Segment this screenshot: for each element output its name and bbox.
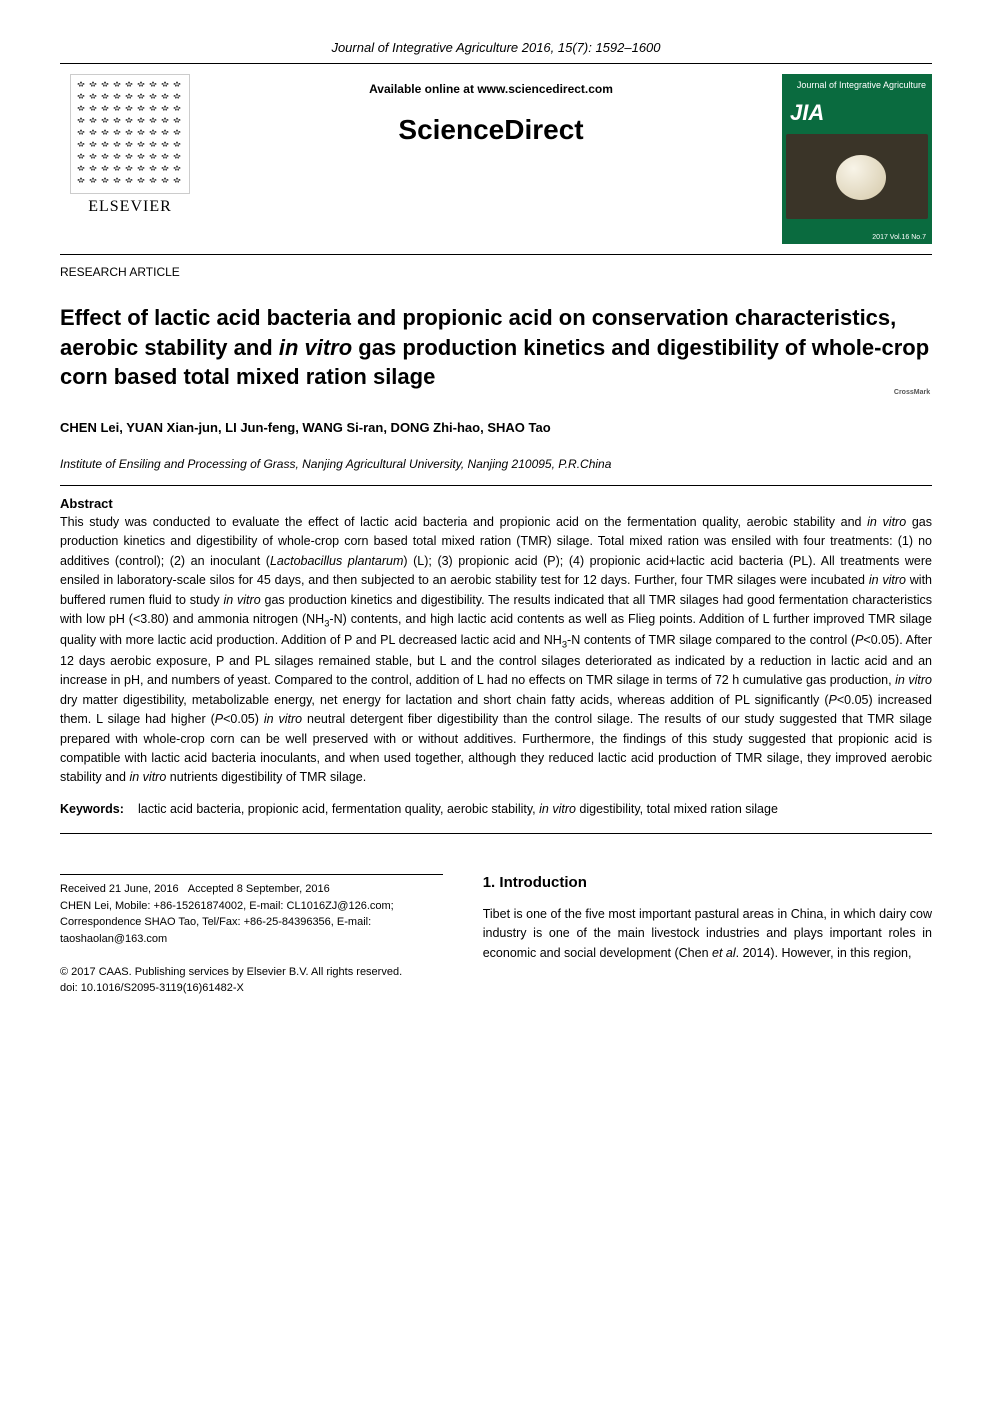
available-online-text: Available online at www.sciencedirect.co… [220, 82, 762, 96]
crossmark-label: CrossMark [894, 389, 930, 396]
article-title-text: Effect of lactic acid bacteria and propi… [60, 305, 929, 389]
jia-cover-header: Journal of Integrative Agriculture [782, 74, 932, 96]
elsevier-tree-logo [70, 74, 190, 194]
divider-before-abstract [60, 485, 932, 486]
jia-cover-thumbnail: Journal of Integrative Agriculture JIA 2… [782, 74, 932, 244]
jia-footer-right: 2017 Vol.16 No.7 [872, 234, 926, 241]
introduction-text: Tibet is one of the five most important … [483, 905, 932, 963]
crossmark-badge[interactable]: CrossMark [892, 372, 932, 402]
elsevier-tree-icon [75, 79, 185, 189]
jia-cover-subtitle: Journal of Integrative Agriculture [797, 80, 926, 90]
jia-cover-title: JIA [782, 96, 932, 130]
keywords-label: Keywords: [60, 800, 138, 819]
author-list: CHEN Lei, YUAN Xian-jun, LI Jun-feng, WA… [60, 420, 932, 435]
introduction-heading: 1. Introduction [483, 874, 932, 891]
jia-cover-image [786, 134, 928, 219]
keywords-text: lactic acid bacteria, propionic acid, fe… [138, 800, 932, 819]
abstract-heading: Abstract [60, 496, 932, 511]
article-type-label: RESEARCH ARTICLE [60, 265, 932, 279]
elsevier-wordmark: ELSEVIER [60, 198, 200, 216]
jia-cover-footer: 2017 Vol.16 No.7 [782, 231, 932, 244]
introduction-column: 1. Introduction Tibet is one of the five… [483, 874, 932, 997]
bottom-two-column: Received 21 June, 2016 Accepted 8 Septem… [60, 874, 932, 997]
sciencedirect-wordmark: ScienceDirect [220, 114, 762, 146]
elsevier-block: ELSEVIER [60, 74, 200, 216]
author-affiliation: Institute of Ensiling and Processing of … [60, 457, 932, 471]
journal-citation: Journal of Integrative Agriculture 2016,… [60, 40, 932, 55]
keywords-row: Keywords: lactic acid bacteria, propioni… [60, 800, 932, 819]
article-title: Effect of lactic acid bacteria and propi… [60, 303, 932, 392]
abstract-text: This study was conducted to evaluate the… [60, 513, 932, 788]
jia-cover-sphere-icon [836, 155, 886, 200]
publisher-header: ELSEVIER Available online at www.science… [60, 63, 932, 255]
sciencedirect-block: Available online at www.sciencedirect.co… [220, 74, 762, 146]
article-info-block: Received 21 June, 2016 Accepted 8 Septem… [60, 874, 443, 997]
divider-after-keywords [60, 833, 932, 834]
